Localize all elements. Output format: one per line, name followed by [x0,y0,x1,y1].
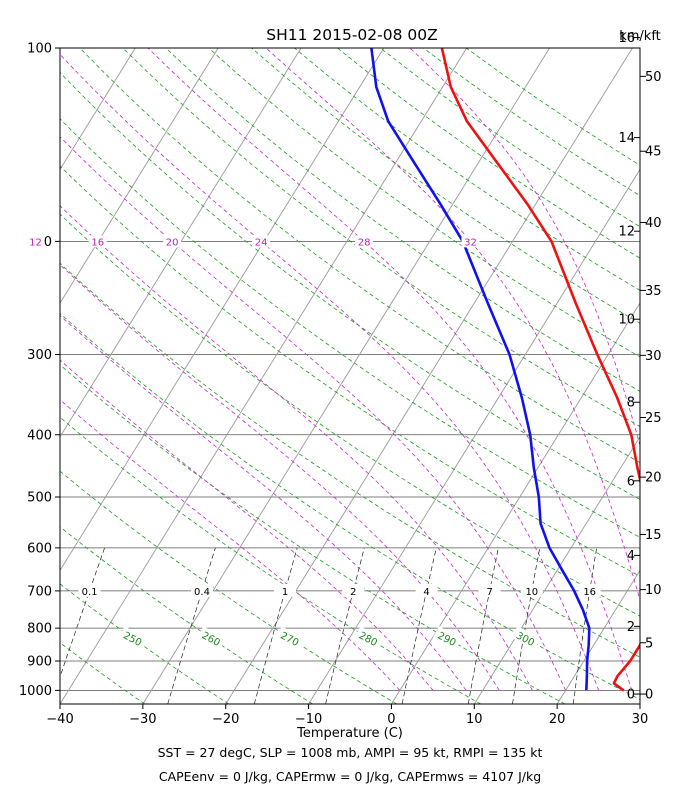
pressure-tick-label: 1000 [19,684,52,699]
mixing-ratio-line [51,548,105,704]
mixing-ratio-line [513,548,540,704]
kft-tick-label: 50 [645,70,662,85]
pressure-tick-label: 900 [27,654,52,669]
footer-line-2: CAPEenv = 0 J/kg, CAPErmw = 0 J/kg, CAPE… [0,769,700,784]
kft-tick-label: 15 [645,528,662,543]
moist-adiabat-label: 28 [358,237,371,248]
isotherm-line [0,48,218,704]
isotherm-line [143,48,550,704]
moist-adiabat-label: 12 [29,237,42,248]
kft-tick-label: 35 [645,284,662,299]
temperature-tick-label: 30 [632,712,649,727]
km-tick-label: 14 [618,131,635,146]
isotherm-line [557,48,700,704]
isotherm-line [0,48,384,704]
mixing-ratio-line [326,548,365,704]
moist-adiabat-label: 16 [91,237,104,248]
right-axis-label: km/kft [619,29,661,44]
dry-adiabat-line [466,48,700,704]
mixing-ratio-label: 0.1 [82,587,98,598]
mixing-ratio-label: 1 [282,587,288,598]
pressure-tick-label: 400 [27,428,52,443]
mixing-ratio-label: 16 [583,587,596,598]
isotherm-line [309,48,700,704]
moist-adiabat-label: 20 [166,237,179,248]
dry-adiabat-line [0,48,229,704]
mixing-ratio-label: 7 [486,587,492,598]
mixing-ratio-line [468,548,498,704]
dry-adiabat-line [0,48,313,704]
kft-tick-label: 45 [645,145,662,160]
kft-tick-label: 0 [645,688,653,703]
pressure-tick-label: 500 [27,491,52,506]
temperature-tick-label: −40 [46,712,73,727]
dry-adiabat-line [0,48,145,704]
isotherm-line [0,48,135,704]
isotherm-line [226,48,633,704]
temperature-tick-label: 10 [466,712,483,727]
temperature-tick-label: 0 [387,712,395,727]
temperature-tick-label: 20 [549,712,566,727]
dry-adiabat-line [209,48,700,704]
moist-adiabat-line [0,239,433,691]
chart-title: SH11 2015-02-08 00Z [266,26,438,44]
km-tick-label: 2 [627,620,635,635]
kft-tick-label: 30 [645,349,662,364]
km-tick-label: 4 [627,549,635,564]
km-tick-label: 12 [618,225,635,240]
temperature-tick-label: −10 [295,712,322,727]
km-tick-label: 8 [627,396,635,411]
moist-adiabat-line [24,99,566,691]
mixing-ratio-label: 0.4 [194,587,210,598]
pressure-tick-label: 100 [27,42,52,57]
kft-tick-label: 40 [645,216,662,231]
temperature-tick-label: −20 [212,712,239,727]
km-tick-label: 0 [627,688,635,703]
kft-tick-label: 10 [645,583,662,598]
pressure-tick-label: 300 [27,348,52,363]
mixing-ratio-label: 2 [350,587,356,598]
isotherm-line [0,48,52,704]
pressure-tick-label: 600 [27,541,52,556]
mixing-ratio-line [573,548,596,704]
moist-adiabat-label: 24 [255,237,268,248]
mixing-ratio-label: 4 [423,587,429,598]
moist-adiabat-label: 32 [464,237,477,248]
moist-adiabat-line [54,48,599,690]
x-axis-label: Temperature (C) [296,726,403,741]
isotherm-line [60,48,467,704]
dry-adiabat-line [295,48,700,704]
mixing-ratio-line [402,548,436,704]
dry-adiabat-line [252,48,700,704]
moist-adiabat-line [0,212,466,690]
pressure-tick-label: 700 [27,584,52,599]
dry-adiabat-line [37,48,700,704]
kft-tick-label: 25 [645,411,662,426]
footer-line-1: SST = 27 degC, SLP = 1008 mb, AMPI = 95 … [0,745,700,760]
kft-tick-label: 20 [645,471,662,486]
kft-tick-label: 5 [645,636,653,651]
km-tick-label: 6 [627,474,635,489]
mixing-ratio-label: 10 [525,587,538,598]
km-tick-label: 10 [618,313,635,328]
temperature-tick-label: −30 [129,712,156,727]
pressure-tick-label: 800 [27,622,52,637]
dry-adiabat-line [0,48,61,704]
